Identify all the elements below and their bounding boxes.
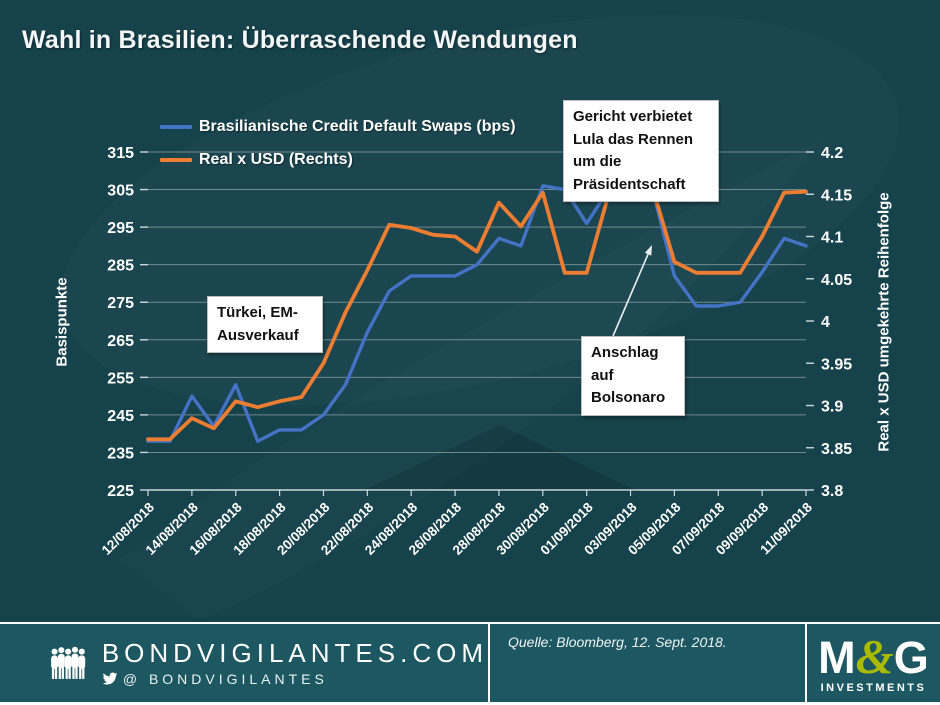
left-axis-tick-label: 295 (107, 220, 134, 237)
footer-brand-bondvigilantes: BONDVIGILANTES.COM @ BONDVIGILANTES (0, 624, 490, 702)
left-axis-tick-label: 275 (107, 295, 134, 312)
mg-letter-m: M (818, 632, 856, 683)
legend-item-cds: Brasilianische Credit Default Swaps (bps… (160, 118, 516, 136)
left-axis-tick-label: 285 (107, 258, 134, 275)
right-axis-tick-label: 4.05 (821, 272, 852, 289)
legend-item-fx: Real x USD (Rechts) (160, 151, 516, 169)
right-axis-tick-label: 3.95 (821, 356, 852, 373)
mg-ampersand: & (855, 629, 894, 684)
chart-canvas: 315 305 295 285 275 265 255 245 235 225 4.2 4.15 4.1… (99, 145, 853, 558)
footer-brand-mg: M&G INVESTMENTS (807, 624, 940, 702)
left-axis-tick-label: 255 (107, 370, 134, 387)
left-axis-tick-label: 265 (107, 333, 134, 350)
series-line-cds (146, 184, 808, 443)
people-crowd-icon (51, 646, 86, 679)
chart-legend: Brasilianische Credit Default Swaps (bps… (160, 118, 516, 184)
left-axis-tick-label: 235 (107, 445, 134, 462)
legend-label-fx: Real x USD (Rechts) (199, 151, 353, 168)
mg-investments-logo: M&G INVESTMENTS (818, 632, 929, 694)
legend-swatch-blue (160, 125, 192, 129)
right-axis-tick-label: 3.8 (821, 483, 843, 500)
right-axis-title: Real x USD umgekehrte Reihenfolge (875, 192, 893, 452)
left-axis-tick-label: 225 (107, 483, 134, 500)
annotation-bolsonaro-attack: Anschlag auf Bolsonaro (581, 336, 685, 416)
source-text: Quelle: Bloomberg, 12. Sept. 2018. (508, 634, 727, 650)
footer: BONDVIGILANTES.COM @ BONDVIGILANTES Quel… (0, 622, 940, 705)
twitter-handle-text: @ BONDVIGILANTES (122, 670, 328, 687)
mg-letter-g: G (893, 632, 929, 683)
series-line-fx (146, 183, 808, 442)
left-axis-title: Basispunkte (53, 277, 71, 367)
footer-brand-text: BONDVIGILANTES.COM @ BONDVIGILANTES (102, 639, 488, 687)
line-chart: 315 305 295 285 275 265 255 245 235 225 4.2 4.15 4.1… (53, 100, 893, 558)
left-axis-tick-label: 315 (107, 145, 134, 162)
left-axis-tick-label: 245 (107, 408, 134, 425)
right-axis-tick-label: 4.15 (821, 187, 852, 204)
page-title: Wahl in Brasilien: Überraschende Wendung… (22, 26, 578, 54)
mg-investments-label: INVESTMENTS (820, 682, 927, 694)
right-axis-tick-label: 4.1 (821, 230, 843, 247)
annotation-lula-verdict: Gericht verbietet Lula das Rennen um die… (563, 100, 719, 202)
bondvigilantes-site-link[interactable]: BONDVIGILANTES.COM (101, 638, 488, 669)
twitter-handle-link[interactable]: @ BONDVIGILANTES (102, 671, 488, 687)
footer-source: Quelle: Bloomberg, 12. Sept. 2018. (490, 624, 807, 702)
annotation-turkey-selloff: Türkei, EM-Ausverkauf (207, 296, 323, 353)
legend-label-cds: Brasilianische Credit Default Swaps (bps… (199, 118, 516, 135)
right-axis-tick-label: 3.9 (821, 399, 843, 416)
right-axis-tick-label: 4.2 (821, 145, 843, 162)
left-axis-tick-label: 305 (107, 183, 134, 200)
twitter-bird-icon (102, 672, 118, 685)
right-axis-tick-label: 3.85 (821, 441, 852, 458)
legend-swatch-orange (160, 158, 192, 162)
right-axis-tick-label: 4 (821, 314, 830, 331)
